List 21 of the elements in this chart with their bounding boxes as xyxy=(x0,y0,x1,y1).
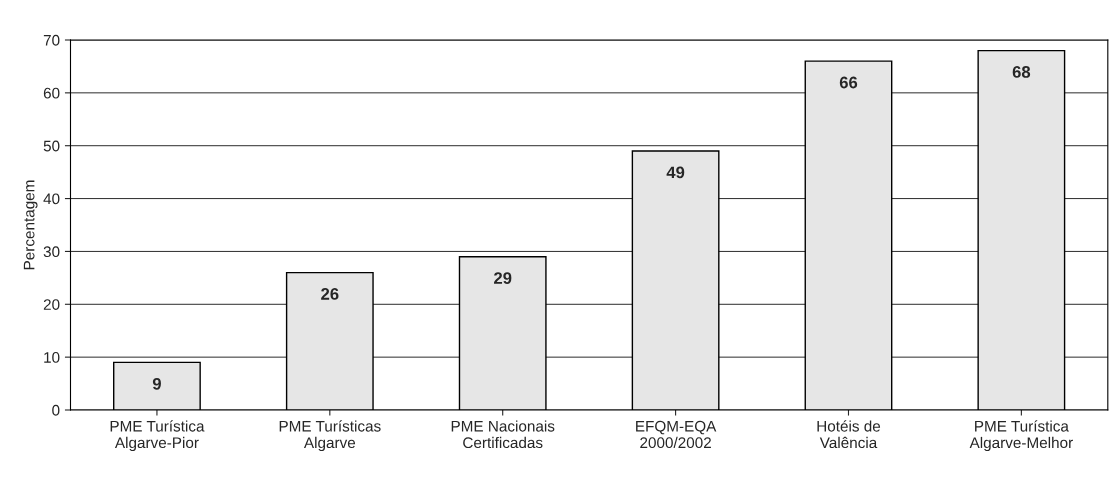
x-tick-label: PME Turística Algarve-Pior xyxy=(110,420,205,452)
data-label: 66 xyxy=(839,76,858,89)
y-tick-label: 20 xyxy=(43,299,60,310)
y-tick-label: 60 xyxy=(43,87,60,99)
y-tick-label: 0 xyxy=(52,404,60,416)
data-label: 29 xyxy=(494,272,512,284)
x-tick-label: Hotéis de Valência xyxy=(817,420,881,449)
y-axis-title: Percentagem xyxy=(23,180,38,270)
x-tick-label: PME Turística Algarve-Melhor xyxy=(969,420,1073,452)
data-label: 9 xyxy=(152,377,161,390)
y-tick-label: 30 xyxy=(43,246,60,258)
data-label: 49 xyxy=(666,166,685,179)
y-tick-label: 10 xyxy=(44,352,60,363)
x-tick-label: PME Nacionais Certificadas xyxy=(451,420,555,449)
x-tick-label: EFQM-EQA 2000/2002 xyxy=(636,420,717,449)
y-tick-label: 50 xyxy=(43,140,60,152)
data-label: 26 xyxy=(321,288,339,300)
y-tick-label: 40 xyxy=(43,193,60,205)
x-tick-label: PME Turísticas Algarve xyxy=(279,420,381,452)
data-label: 68 xyxy=(1012,66,1031,78)
y-tick-label: 70 xyxy=(43,34,60,46)
